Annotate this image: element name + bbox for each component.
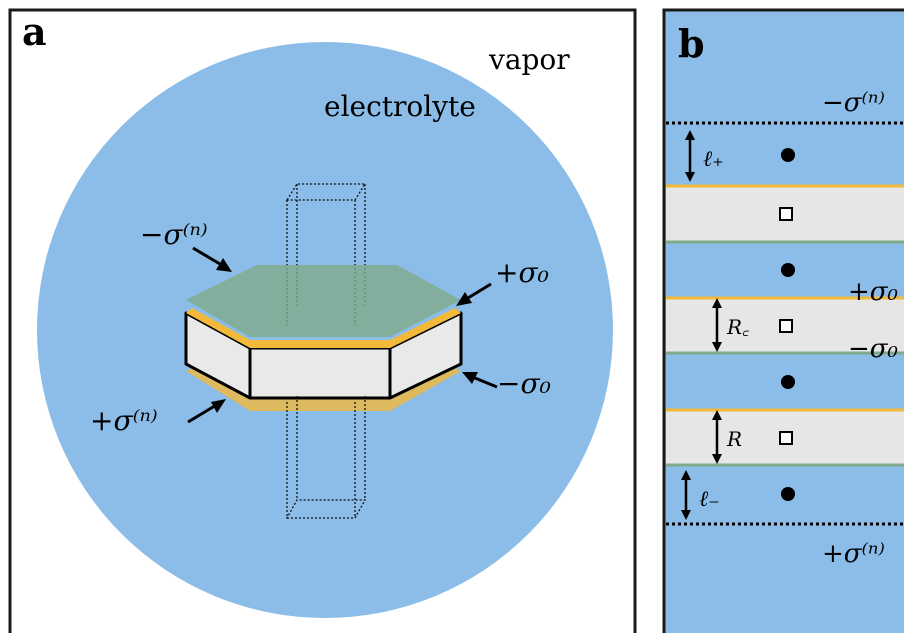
panel-b: b −σ⁽ⁿ⁾ ℓ₊ +σ₀ R꜀ −σ₀ R ℓ₋ +σ⁽ⁿ⁾ [662, 8, 904, 633]
ion-dots [781, 148, 795, 501]
label-l-minus: ℓ₋ [699, 487, 720, 512]
panel-b-letter: b [678, 21, 705, 66]
label-plus-sigma-0: +σ₀ [495, 256, 549, 289]
label-b-minus-sigma-0: −σ₀ [848, 334, 899, 364]
label-bottom-charge: +σ⁽ⁿ⁾ [822, 539, 885, 569]
panel-a-letter: a [22, 9, 47, 54]
interface-lines [666, 184, 904, 467]
label-top-charge: −σ⁽ⁿ⁾ [822, 88, 885, 118]
slab-top-edge [186, 308, 461, 348]
pore-squares [779, 207, 793, 445]
vapor-label: vapor [488, 43, 570, 76]
panel-a: a vapor electrolyte −σ⁽ⁿ⁾ +σ₀ −σ₀ +σ⁽ⁿ⁾ [8, 8, 637, 633]
panel-a-arrows [187, 246, 498, 424]
label-minus-sigma-0: −σ₀ [497, 367, 551, 400]
electrolyte-label: electrolyte [324, 90, 476, 123]
slab-front-face [248, 346, 392, 400]
label-b-plus-sigma-0: +σ₀ [848, 277, 899, 307]
label-r: R [726, 427, 742, 451]
label-minus-sigma-n: −σ⁽ⁿ⁾ [140, 218, 208, 251]
label-l-plus: ℓ₊ [703, 147, 724, 172]
label-rc: R꜀ [726, 315, 749, 339]
top-charge-layer [186, 265, 461, 337]
pore-prism-bottom [285, 396, 367, 519]
label-plus-sigma-n: +σ⁽ⁿ⁾ [90, 404, 158, 437]
dimension-arrows [681, 130, 722, 520]
